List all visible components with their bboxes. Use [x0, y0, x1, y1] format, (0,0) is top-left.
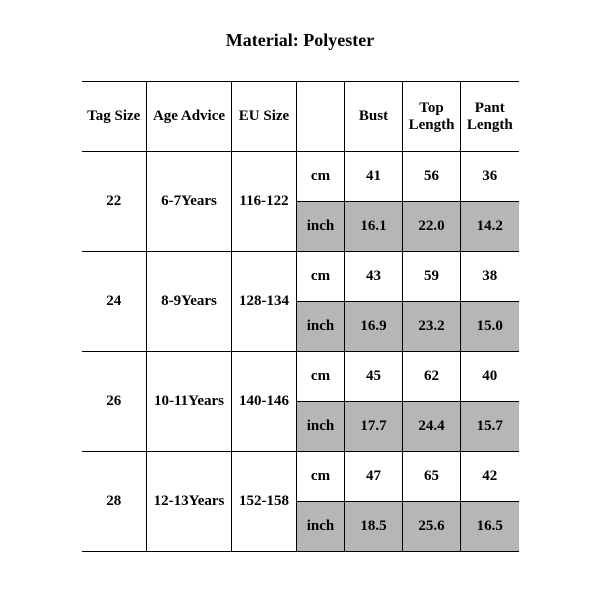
cell-age: 10-11Years [147, 352, 232, 452]
cell-age: 12-13Years [147, 452, 232, 552]
table-header-row: Tag Size Age Advice EU Size Bust Top Len… [82, 82, 519, 152]
cell-pant-cm: 38 [461, 252, 519, 302]
cell-bust-cm: 41 [345, 152, 403, 202]
table-row: 28 12-13Years 152-158 cm 47 65 42 [82, 452, 519, 502]
cell-unit-cm: cm [297, 352, 345, 402]
page-title: Material: Polyester [0, 0, 600, 81]
table-row: 24 8-9Years 128-134 cm 43 59 38 [82, 252, 519, 302]
th-unit [297, 82, 345, 152]
cell-top-inch: 23.2 [403, 302, 461, 352]
cell-unit-inch: inch [297, 402, 345, 452]
th-age-advice: Age Advice [147, 82, 232, 152]
cell-bust-cm: 45 [345, 352, 403, 402]
cell-top-inch: 24.4 [403, 402, 461, 452]
cell-pant-inch: 14.2 [461, 202, 519, 252]
cell-eu: 140-146 [232, 352, 297, 452]
th-bust: Bust [345, 82, 403, 152]
th-top-length: Top Length [403, 82, 461, 152]
cell-eu: 128-134 [232, 252, 297, 352]
size-table: Tag Size Age Advice EU Size Bust Top Len… [82, 81, 519, 552]
th-pant-length: Pant Length [461, 82, 519, 152]
cell-pant-inch: 15.0 [461, 302, 519, 352]
table-row: 22 6-7Years 116-122 cm 41 56 36 [82, 152, 519, 202]
cell-pant-inch: 16.5 [461, 502, 519, 552]
cell-eu: 116-122 [232, 152, 297, 252]
cell-bust-inch: 16.1 [345, 202, 403, 252]
cell-bust-inch: 16.9 [345, 302, 403, 352]
cell-tag: 26 [82, 352, 147, 452]
cell-unit-cm: cm [297, 252, 345, 302]
table-row: 26 10-11Years 140-146 cm 45 62 40 [82, 352, 519, 402]
cell-pant-cm: 36 [461, 152, 519, 202]
cell-top-cm: 65 [403, 452, 461, 502]
cell-age: 8-9Years [147, 252, 232, 352]
cell-unit-inch: inch [297, 202, 345, 252]
cell-top-inch: 25.6 [403, 502, 461, 552]
cell-bust-cm: 43 [345, 252, 403, 302]
cell-bust-inch: 17.7 [345, 402, 403, 452]
th-tag-size: Tag Size [82, 82, 147, 152]
cell-pant-cm: 42 [461, 452, 519, 502]
cell-tag: 28 [82, 452, 147, 552]
cell-tag: 24 [82, 252, 147, 352]
cell-unit-cm: cm [297, 152, 345, 202]
cell-bust-cm: 47 [345, 452, 403, 502]
table-body: 22 6-7Years 116-122 cm 41 56 36 inch 16.… [82, 152, 519, 552]
cell-age: 6-7Years [147, 152, 232, 252]
cell-top-cm: 62 [403, 352, 461, 402]
cell-unit-cm: cm [297, 452, 345, 502]
cell-tag: 22 [82, 152, 147, 252]
cell-unit-inch: inch [297, 502, 345, 552]
cell-top-inch: 22.0 [403, 202, 461, 252]
cell-unit-inch: inch [297, 302, 345, 352]
cell-top-cm: 56 [403, 152, 461, 202]
cell-top-cm: 59 [403, 252, 461, 302]
cell-pant-inch: 15.7 [461, 402, 519, 452]
cell-pant-cm: 40 [461, 352, 519, 402]
th-eu-size: EU Size [232, 82, 297, 152]
cell-eu: 152-158 [232, 452, 297, 552]
cell-bust-inch: 18.5 [345, 502, 403, 552]
